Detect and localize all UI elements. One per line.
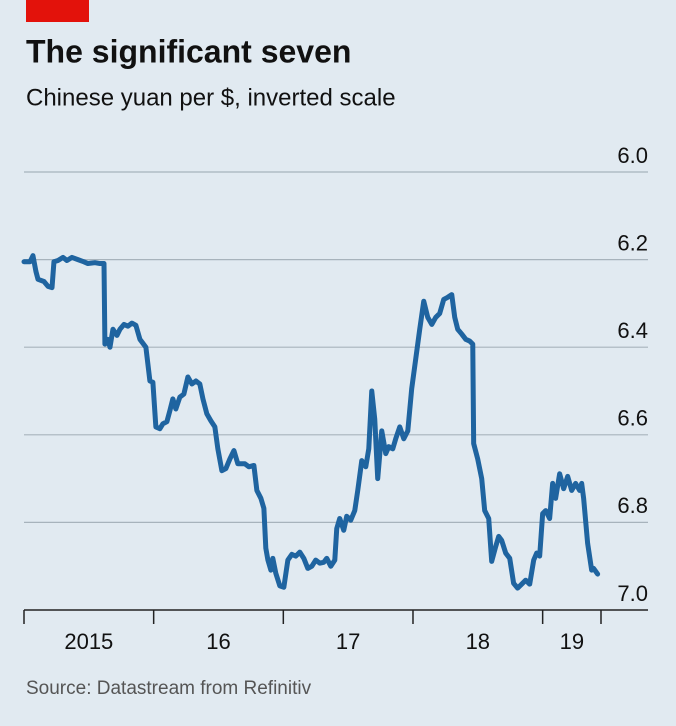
y-tick-label: 6.4 [617, 318, 648, 343]
x-tick-label: 19 [560, 629, 584, 654]
y-tick-label: 6.2 [617, 230, 648, 255]
y-tick-label: 6.0 [617, 143, 648, 168]
y-tick-label: 6.8 [617, 493, 648, 518]
x-tick-label: 18 [466, 629, 490, 654]
x-tick-label: 2015 [64, 629, 113, 654]
red-tag [26, 0, 89, 22]
line-series [21, 253, 601, 591]
source: Source: Datastream from Refinitiv [26, 678, 312, 699]
x-tick-label: 16 [206, 629, 230, 654]
chart-subtitle: Chinese yuan per $, inverted scale [26, 84, 396, 111]
y-tick-label: 7.0 [617, 581, 648, 606]
y-tick-label: 6.6 [617, 406, 648, 431]
chart-title: The significant seven [26, 33, 351, 69]
x-tick-label: 17 [336, 629, 360, 654]
